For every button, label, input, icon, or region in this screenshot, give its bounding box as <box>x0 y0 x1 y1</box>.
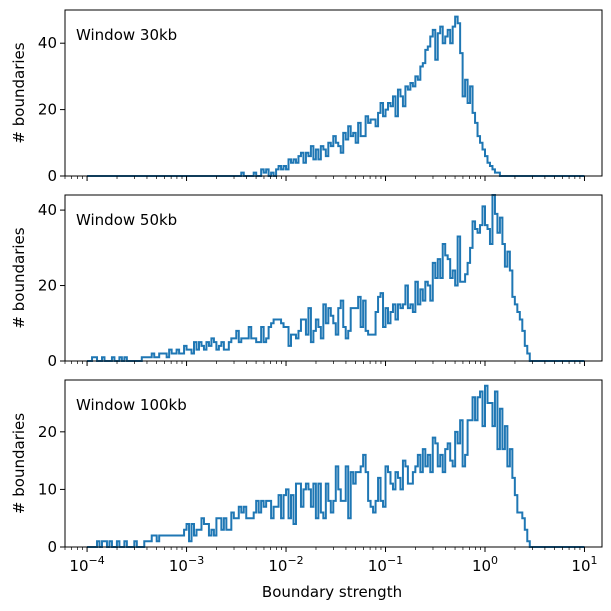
axes-frame <box>64 9 603 177</box>
x-tick-label: 101 <box>571 554 597 575</box>
window-annotation: Window 50kb <box>76 211 177 229</box>
panels: 0 20 40 # boundaries Window 30kb 0 20 40 # bound… <box>10 9 603 556</box>
y-tick-label: 0 <box>47 167 57 185</box>
y-tick-label: 20 <box>38 101 57 119</box>
window-annotation: Window 100kb <box>76 396 187 414</box>
x-tick-label: 10−3 <box>169 554 204 575</box>
y-tick-label: 0 <box>47 352 57 370</box>
panel-2: 0 20 40 # boundaries Window 50kb <box>10 194 603 370</box>
histogram-step-line <box>87 384 585 548</box>
y-tick-label: 40 <box>38 201 57 219</box>
y-tick-label: 0 <box>47 538 57 556</box>
x-tick-label: 10−4 <box>69 554 104 575</box>
y-tick-label: 20 <box>38 423 57 441</box>
y-tick-label: 40 <box>38 34 57 52</box>
panel-3: 0 10 20 # boundaries Window 100kb <box>10 379 603 556</box>
x-tick-label: 10−1 <box>368 554 403 575</box>
y-tick-label: 20 <box>38 277 57 295</box>
y-tick-label: 10 <box>38 480 57 498</box>
x-axis-label: Boundary strength <box>262 583 402 601</box>
histogram-step-line <box>87 194 585 362</box>
axes-frame <box>64 194 603 362</box>
x-tick-label: 10−2 <box>268 554 303 575</box>
x-axis: 10−4 10−3 10−2 10−1 100 101 <box>69 554 597 575</box>
y-axis-label: # boundaries <box>10 413 28 514</box>
axes-frame <box>64 379 603 548</box>
y-axis-label: # boundaries <box>10 227 28 328</box>
y-axis-label: # boundaries <box>10 42 28 143</box>
panel-1: 0 20 40 # boundaries Window 30kb <box>10 9 603 185</box>
x-tick-label: 100 <box>472 554 498 575</box>
window-annotation: Window 30kb <box>76 26 177 44</box>
